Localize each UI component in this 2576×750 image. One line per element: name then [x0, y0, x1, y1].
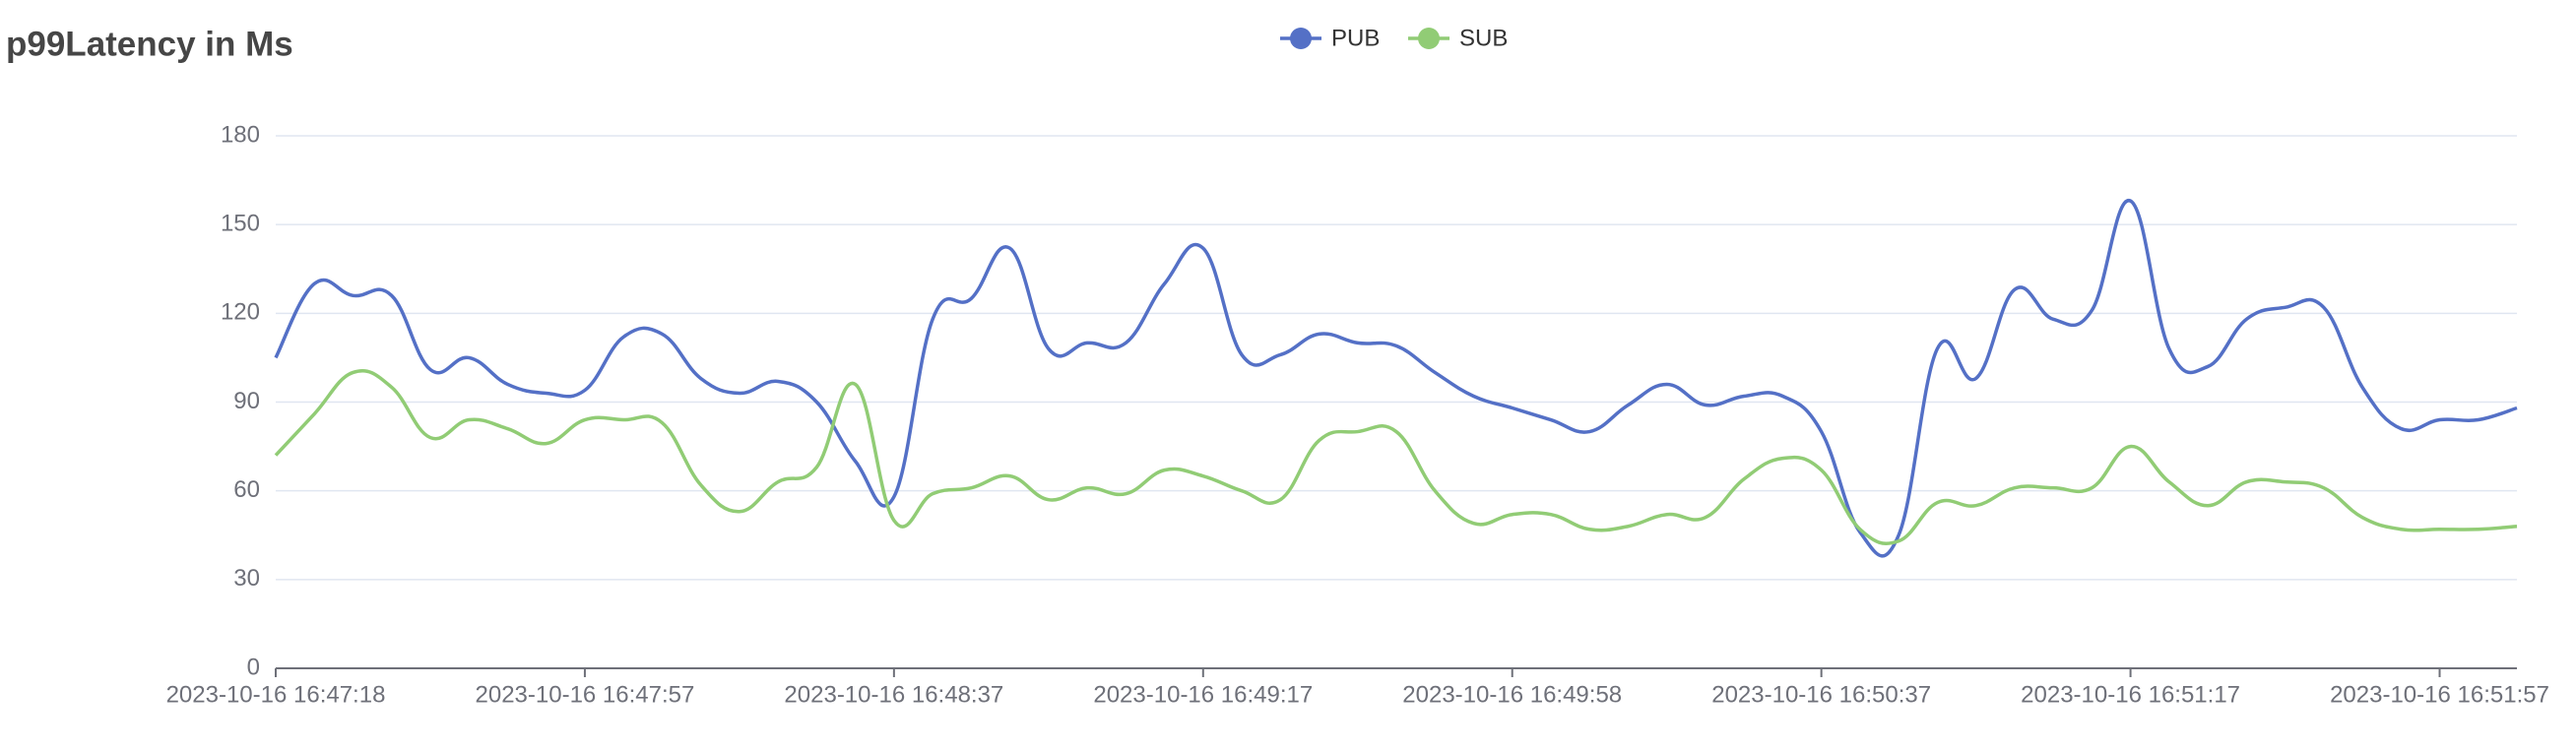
- legend-label[interactable]: SUB: [1459, 25, 1508, 51]
- chart-title: p99Latency in Ms: [6, 25, 293, 63]
- legend-marker: [1418, 28, 1440, 49]
- x-tick-label: 2023-10-16 16:51:17: [2021, 681, 2240, 708]
- x-tick-label: 2023-10-16 16:47:18: [166, 681, 386, 708]
- line-series: [274, 368, 2518, 545]
- legend-label[interactable]: PUB: [1331, 25, 1380, 51]
- line-series: [274, 199, 2518, 558]
- y-tick-label: 0: [247, 654, 260, 680]
- x-tick-label: 2023-10-16 16:51:57: [2330, 681, 2549, 708]
- y-tick-label: 120: [221, 299, 260, 326]
- y-tick-label: 30: [233, 565, 260, 592]
- x-tick-label: 2023-10-16 16:48:37: [784, 681, 1003, 708]
- y-tick-label: 150: [221, 211, 260, 237]
- x-tick-label: 2023-10-16 16:49:58: [1402, 681, 1622, 708]
- y-tick-label: 60: [233, 476, 260, 503]
- y-tick-label: 180: [221, 121, 260, 148]
- legend-marker: [1290, 28, 1312, 49]
- x-tick-label: 2023-10-16 16:47:57: [476, 681, 695, 708]
- x-tick-label: 2023-10-16 16:49:17: [1093, 681, 1313, 708]
- y-tick-label: 90: [233, 388, 260, 414]
- x-tick-label: 2023-10-16 16:50:37: [1711, 681, 1931, 708]
